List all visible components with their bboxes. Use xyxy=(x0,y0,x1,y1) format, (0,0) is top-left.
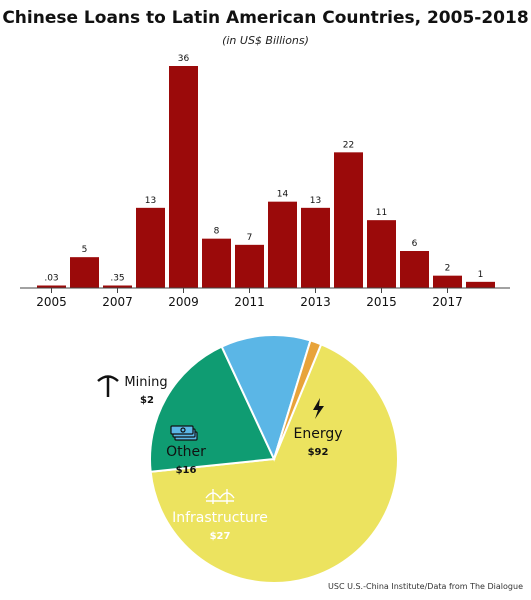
bar-chart: .03 5 .35 13 36 8 7 14 13 22 11 6 2 1 2005 2007 2009 201… xyxy=(20,54,510,309)
pickaxe-icon xyxy=(97,375,119,397)
x-tick-label: 2005 xyxy=(36,295,67,309)
bar-2007 xyxy=(103,285,132,288)
bar-2012 xyxy=(268,201,297,288)
bar-value-label: 5 xyxy=(82,245,88,255)
bar-value-label: 11 xyxy=(376,208,387,218)
slice-energy xyxy=(149,343,399,584)
bar-value-label: 8 xyxy=(214,227,220,237)
slice-name-label: Other xyxy=(166,444,206,460)
bar-value-label: 36 xyxy=(178,54,190,64)
x-tick-label: 2013 xyxy=(300,295,331,309)
bar-value-label: .35 xyxy=(110,274,124,284)
slice-mining xyxy=(273,339,323,460)
slice-name-label: Energy xyxy=(293,426,342,442)
slice-infrastructure xyxy=(149,345,276,473)
chart-title: Chinese Loans to Latin American Countrie… xyxy=(2,8,529,28)
bar-2018 xyxy=(466,281,495,288)
source-note: USC U.S.-China Institute/Data from The D… xyxy=(328,582,523,591)
slice-value-label: $92 xyxy=(308,447,329,458)
bar-value-label: 6 xyxy=(412,239,418,249)
bar-value-label: 2 xyxy=(445,264,451,274)
bar-2010 xyxy=(202,238,231,288)
lightning-icon xyxy=(313,398,324,419)
mining-leader xyxy=(140,390,160,392)
bar-2013 xyxy=(301,207,330,288)
bar-2016 xyxy=(400,251,429,288)
bar-2009 xyxy=(169,66,198,288)
bar-value-label: 13 xyxy=(310,196,321,206)
bar-2015 xyxy=(367,220,396,288)
bar-2017 xyxy=(433,275,462,288)
bar-2014 xyxy=(334,152,363,288)
x-tick-label: 2007 xyxy=(102,295,133,309)
x-tick-label: 2017 xyxy=(432,295,463,309)
bar-2005 xyxy=(37,285,66,288)
bar-value-label: 13 xyxy=(145,196,156,206)
bar-value-label: .03 xyxy=(44,274,58,284)
slice-value-label: $27 xyxy=(210,531,231,542)
bar-value-label: 14 xyxy=(277,190,289,200)
bar-2011 xyxy=(235,244,264,288)
slice-other xyxy=(220,334,312,462)
bar-value-label: 22 xyxy=(343,140,354,150)
slice-name-label: Infrastructure xyxy=(172,510,268,526)
money-stack-icon xyxy=(170,425,198,441)
x-tick-label: 2009 xyxy=(168,295,199,309)
bridge-icon xyxy=(205,489,235,504)
chart-subtitle: (in US$ Billions) xyxy=(222,34,309,47)
slice-value-label: $2 xyxy=(140,395,154,406)
slice-value-label: $16 xyxy=(176,465,197,476)
bar-2006 xyxy=(70,257,99,288)
slice-name-label: Mining xyxy=(124,375,167,390)
bar-value-label: 1 xyxy=(478,270,484,280)
x-tick-label: 2011 xyxy=(234,295,265,309)
bar-2008 xyxy=(136,207,165,288)
bar-value-label: 7 xyxy=(247,233,253,243)
x-tick-label: 2015 xyxy=(366,295,397,309)
